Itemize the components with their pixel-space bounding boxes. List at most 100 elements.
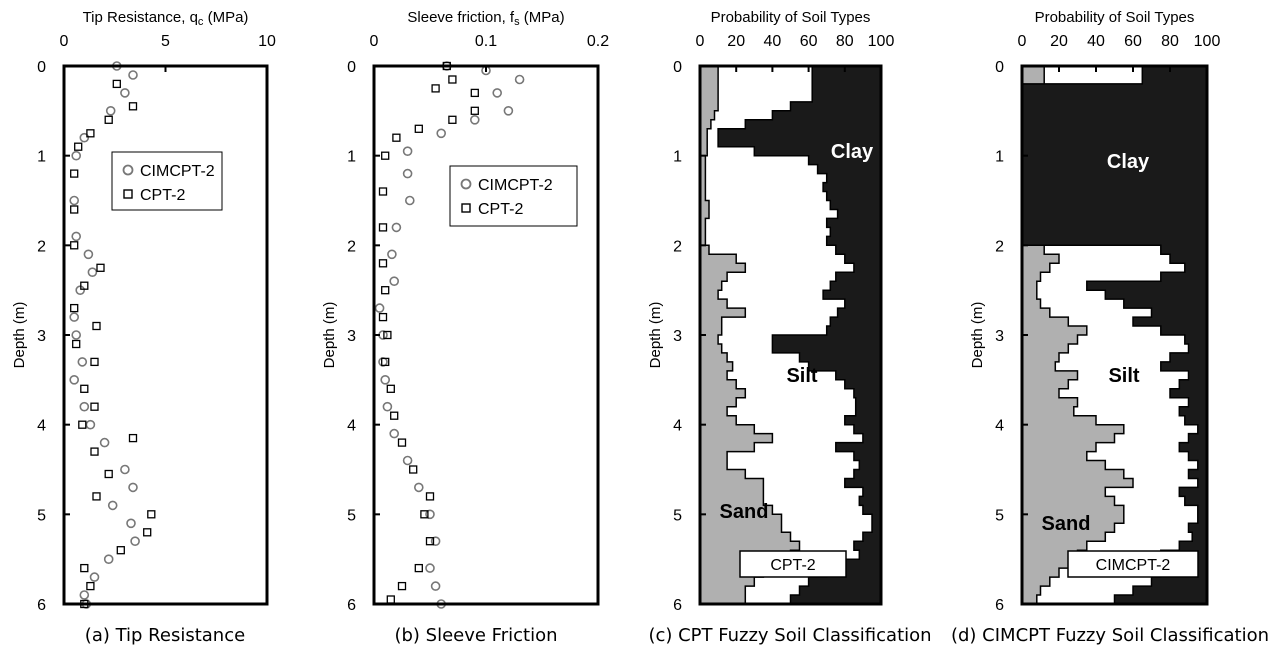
data-point-circle: [83, 249, 94, 260]
x-axis-title: Probability of Soil Types: [711, 9, 871, 26]
sounding-label: CIMCPT-2: [1096, 557, 1171, 574]
data-point-circle: [126, 518, 136, 529]
x-axis-title: Sleeve friction, fs (MPa): [407, 9, 564, 28]
data-point-square: [90, 357, 99, 367]
data-point-circle: [492, 88, 503, 98]
y-tick-label: 6: [37, 597, 46, 614]
data-point-square: [112, 79, 121, 89]
data-point-circle: [120, 464, 130, 475]
y-tick-label: 4: [347, 418, 356, 435]
data-point-circle: [120, 88, 130, 98]
data-point-circle: [382, 401, 393, 412]
data-point-square: [378, 312, 388, 322]
data-point-square: [104, 115, 113, 124]
data-point-square: [386, 384, 395, 393]
data-point-square: [80, 384, 89, 393]
y-tick-label: 1: [347, 149, 356, 166]
chart-panel-4: Clay Silt Sand CIMCPT-2 0 20 40 60 80 100 0 1 2 3 4 5 6 P…: [951, 9, 1269, 646]
y-tick-label: 0: [995, 59, 1004, 76]
data-point-circle: [430, 581, 441, 591]
legend-marker-circle: [460, 178, 472, 190]
x-tick-label: 0: [60, 33, 69, 50]
x-tick-label: 5: [161, 33, 170, 50]
silt-label: Silt: [786, 365, 817, 387]
chart-panel-2: CIMCPT-2 CPT-2 0 0.1 0.2 0 1 2 3 4 5 6 Sleeve fricti…: [321, 9, 609, 646]
data-point-circle: [389, 428, 400, 439]
data-point-circle: [404, 195, 415, 206]
x-tick-label: 20: [727, 33, 745, 50]
data-point-circle: [87, 267, 98, 278]
data-point-square: [390, 411, 399, 420]
panel-caption: (c) CPT Fuzzy Soil Classification: [648, 625, 931, 646]
data-point-circle: [71, 150, 81, 161]
y-tick-label: 4: [995, 418, 1004, 435]
data-point-square: [92, 321, 101, 331]
y-tick-label: 5: [37, 507, 46, 524]
data-point-square: [78, 420, 87, 429]
data-point-square: [414, 124, 423, 133]
y-tick-label: 5: [673, 507, 682, 524]
data-point-circle: [79, 132, 90, 143]
data-point-circle: [378, 357, 388, 367]
data-point-circle: [128, 482, 138, 493]
y-tick-label: 2: [995, 238, 1004, 255]
panel-caption: (b) Sleeve Friction: [394, 625, 557, 646]
panel-caption: (d) CIMCPT Fuzzy Soil Classification: [951, 625, 1269, 646]
y-tick-label: 3: [673, 328, 682, 345]
data-point-circle: [69, 374, 79, 385]
series-cimcpt-2: [374, 61, 525, 609]
x-tick-label: 80: [1161, 33, 1179, 50]
data-point-square: [397, 581, 407, 591]
data-point-square: [90, 447, 99, 456]
silt-label: Silt: [1108, 365, 1139, 387]
y-tick-label: 3: [37, 328, 46, 345]
x-axis-title: Tip Resistance, qc (MPa): [83, 9, 249, 28]
data-point-square: [425, 492, 435, 501]
y-tick-label: 1: [673, 149, 682, 166]
data-point-circle: [85, 419, 96, 430]
data-point-square: [381, 357, 390, 367]
series-cpt-2: [70, 79, 156, 609]
data-point-square: [80, 563, 89, 573]
data-point-square: [147, 510, 156, 519]
chart-panel-1: CIMCPT-2 CPT-2 0 5 10 0 1 2 3 4 5 6 Tip Resistance, …: [11, 9, 276, 646]
data-point-square: [414, 563, 423, 573]
data-point-circle: [389, 276, 400, 287]
data-point-circle: [402, 146, 413, 156]
data-point-circle: [79, 590, 90, 600]
data-point-square: [397, 438, 407, 447]
x-tick-label: 10: [258, 33, 276, 50]
x-tick-label: 0: [370, 33, 379, 50]
data-point-circle: [128, 70, 138, 80]
data-point-circle: [79, 401, 90, 412]
legend-box: [111, 151, 223, 211]
data-point-circle: [425, 563, 435, 573]
data-point-square: [128, 433, 138, 443]
data-point-circle: [69, 195, 79, 206]
data-point-circle: [107, 500, 118, 511]
data-point-circle: [387, 249, 397, 260]
y-axis-label: Depth (m): [647, 302, 664, 369]
data-point-circle: [77, 357, 88, 367]
y-tick-label: 0: [347, 59, 356, 76]
data-point-square: [70, 205, 79, 214]
x-tick-label: 0.1: [475, 33, 497, 50]
data-point-square: [378, 223, 388, 232]
data-point-square: [470, 88, 479, 98]
data-point-square: [70, 303, 79, 313]
data-point-circle: [436, 128, 447, 139]
data-point-square: [381, 286, 390, 295]
y-tick-label: 1: [995, 149, 1004, 166]
legend-box: [449, 165, 578, 227]
data-point-circle: [130, 536, 140, 547]
y-axis-label: Depth (m): [11, 302, 28, 369]
sounding-label-box: [739, 550, 847, 578]
x-tick-label: 0: [696, 33, 705, 50]
legend-marker-square: [123, 189, 133, 199]
y-tick-label: 5: [995, 507, 1004, 524]
legend-entry: CPT-2: [478, 201, 523, 218]
x-tick-label: 20: [1050, 33, 1068, 50]
data-point-square: [70, 241, 79, 250]
y-tick-label: 4: [37, 418, 46, 435]
